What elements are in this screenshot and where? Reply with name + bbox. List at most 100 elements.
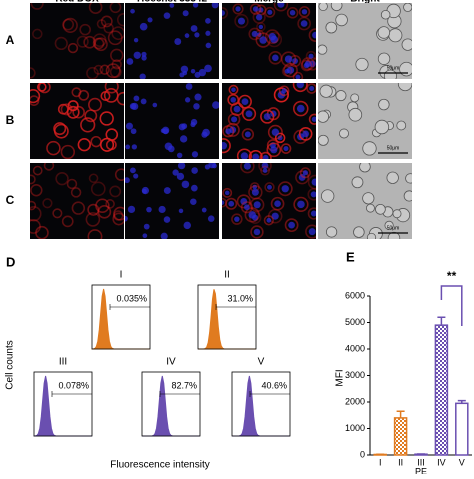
cell	[352, 177, 363, 188]
nucleus	[238, 18, 245, 25]
cell	[389, 29, 402, 42]
cell	[393, 210, 401, 218]
nucleus	[283, 146, 288, 151]
nucleus	[303, 170, 308, 175]
bar	[435, 325, 447, 455]
nucleus	[259, 25, 263, 29]
nucleus	[184, 222, 191, 229]
nucleus	[134, 96, 140, 102]
nucleus	[244, 204, 250, 210]
nucleus	[185, 97, 190, 102]
significance-bracket	[441, 286, 461, 326]
nucleus	[297, 81, 304, 88]
nucleus	[220, 200, 225, 205]
nucleus	[130, 103, 136, 109]
nucleus	[164, 12, 171, 19]
nucleus	[181, 66, 188, 73]
nucleus	[124, 177, 130, 183]
nucleus	[191, 119, 197, 125]
cell	[388, 232, 400, 244]
cell	[351, 94, 359, 102]
nucleus	[177, 173, 184, 180]
nucleus	[302, 9, 307, 14]
nucleus	[312, 32, 319, 39]
cell	[336, 90, 346, 100]
nucleus	[225, 191, 230, 196]
panel-label: D	[6, 254, 15, 269]
histogram-label: II	[224, 270, 230, 281]
bar	[395, 418, 407, 455]
nucleus	[205, 164, 210, 169]
nucleus	[186, 83, 193, 90]
nucleus	[285, 55, 293, 63]
nucleus	[228, 201, 234, 207]
row-label: C	[6, 193, 15, 207]
x-tick-label: II	[398, 457, 403, 467]
nucleus	[141, 52, 146, 57]
nucleus	[134, 52, 141, 59]
nucleus	[164, 187, 171, 194]
nucleus	[202, 208, 207, 213]
cell	[363, 193, 374, 204]
nucleus	[311, 211, 317, 217]
nucleus	[295, 75, 300, 80]
nucleus	[272, 55, 279, 62]
nucleus	[220, 142, 227, 149]
cell	[381, 10, 390, 19]
nucleus	[206, 43, 212, 49]
nucleus	[146, 207, 152, 213]
nucleus	[282, 185, 289, 192]
y-tick-label: 0	[360, 449, 365, 459]
cell	[318, 135, 328, 145]
bar	[456, 403, 468, 455]
cell	[400, 62, 414, 76]
nucleus	[235, 6, 240, 11]
nucleus	[312, 117, 317, 122]
histogram-label: V	[258, 357, 265, 368]
nucleus	[134, 38, 138, 42]
cell	[387, 172, 399, 184]
nucleus	[267, 185, 272, 190]
error-bar	[437, 317, 445, 325]
cell	[356, 58, 368, 70]
nucleus	[312, 178, 319, 185]
y-tick-label: 4000	[345, 343, 365, 353]
nucleus	[142, 187, 149, 194]
nucleus	[179, 209, 184, 214]
nucleus	[274, 200, 281, 207]
nucleus	[161, 128, 166, 133]
nucleus	[131, 128, 137, 134]
nucleus	[252, 154, 259, 161]
x-tick-label: IV	[437, 457, 446, 467]
histogram-label: III	[59, 357, 67, 368]
nucleus	[270, 146, 277, 153]
nucleus	[241, 152, 248, 159]
nucleus	[219, 10, 225, 16]
nucleus	[263, 168, 268, 173]
y-tick-label: 1000	[345, 423, 365, 433]
nucleus	[159, 206, 166, 213]
error-bar	[397, 411, 405, 418]
row-label: A	[6, 33, 15, 47]
cell	[379, 99, 390, 110]
nucleus	[225, 128, 231, 134]
nucleus	[212, 101, 220, 109]
y-axis-label: Cell counts	[5, 340, 16, 389]
cell	[326, 227, 336, 237]
nucleus	[302, 131, 309, 138]
nucleus	[309, 54, 314, 59]
cell	[331, 0, 342, 11]
nucleus	[142, 233, 147, 238]
cell	[363, 142, 376, 155]
nucleus	[174, 38, 181, 45]
cell	[402, 39, 414, 51]
nucleus	[272, 129, 279, 136]
nucleus	[263, 155, 269, 161]
nucleus	[179, 72, 184, 77]
micrograph	[125, 83, 220, 159]
y-tick-label: 3000	[345, 370, 365, 380]
micrograph: 50μm	[317, 77, 412, 159]
nucleus	[288, 222, 295, 229]
nucleus	[153, 103, 158, 108]
cell	[339, 129, 348, 138]
